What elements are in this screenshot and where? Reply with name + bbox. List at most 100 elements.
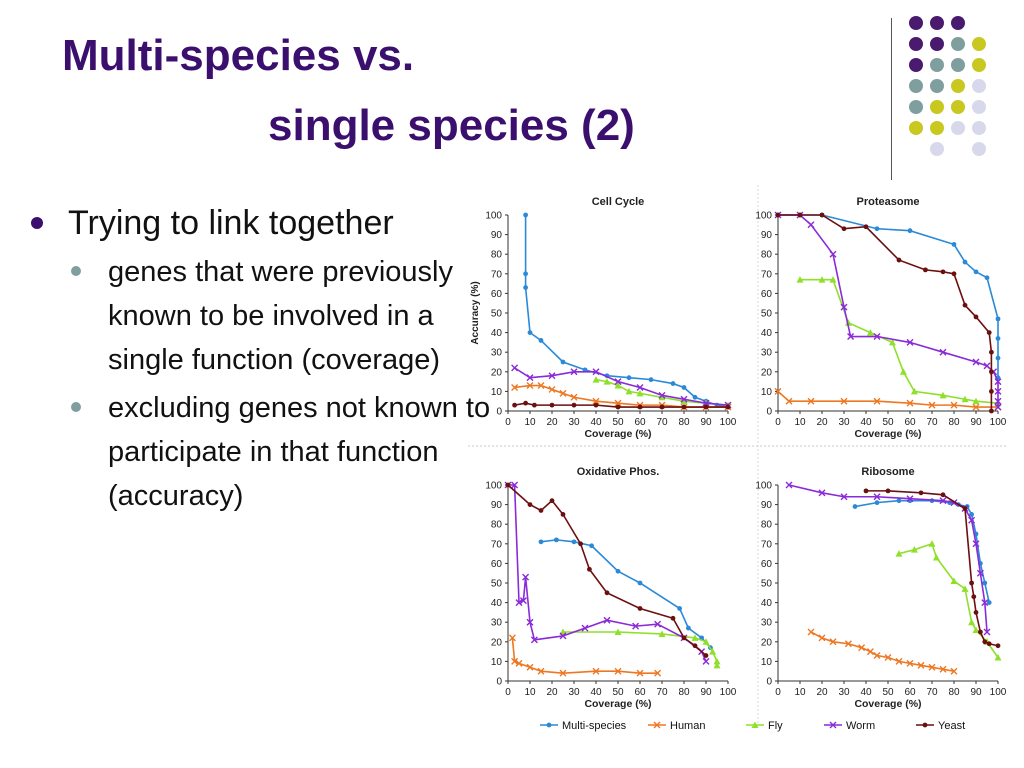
data-point [519, 597, 527, 605]
legend-label: Human [670, 720, 705, 732]
data-point [910, 387, 918, 395]
data-point [906, 399, 914, 407]
data-point [994, 397, 1002, 405]
slide-title-line2: single species (2) [268, 101, 635, 150]
series-yeast [775, 212, 994, 414]
x-tick-label: 60 [634, 687, 646, 698]
x-tick-label: 40 [860, 417, 872, 428]
y-tick-label: 100 [755, 211, 772, 222]
data-point [895, 550, 903, 557]
decor-dot [930, 142, 944, 156]
data-point [841, 226, 847, 232]
y-tick-label: 10 [761, 387, 773, 398]
decor-dot [972, 79, 986, 93]
x-tick-label: 20 [816, 417, 828, 428]
series-line [810, 631, 955, 672]
x-tick-label: 20 [546, 417, 558, 428]
data-point [702, 657, 710, 665]
series-multi-species [852, 498, 992, 605]
y-tick-label: 10 [491, 387, 503, 398]
chart-panel: Oxidative Phos. 0 10 20 30 40 50 60 70 80 90 100 0 10… [485, 466, 736, 710]
data-point [818, 276, 826, 283]
data-point [972, 540, 980, 548]
data-point [523, 271, 528, 277]
data-point [570, 393, 578, 401]
legend-entry: Human [648, 720, 705, 732]
data-point [614, 378, 622, 386]
data-point [654, 620, 662, 628]
data-point [989, 369, 994, 375]
data-point [858, 644, 866, 652]
y-tick-label: 0 [766, 407, 772, 418]
data-point [866, 329, 874, 336]
data-point [989, 349, 994, 355]
y-tick-label: 70 [761, 269, 773, 280]
series-worm [504, 481, 710, 665]
bullet-text: Trying to link together [68, 204, 394, 242]
data-point [559, 632, 567, 640]
sub-bullet-dot-icon [71, 402, 81, 412]
data-point [910, 546, 918, 553]
data-point [527, 502, 533, 507]
legend-label: Multi-species [562, 720, 627, 732]
legend-entry: Multi-species [540, 720, 627, 732]
data-point [983, 628, 991, 636]
x-tick-label: 30 [838, 417, 850, 428]
data-point [978, 629, 983, 635]
data-point [973, 610, 979, 615]
y-tick-label: 50 [761, 579, 773, 590]
data-point [994, 653, 1002, 661]
bullet-item: Trying to link together [28, 200, 498, 246]
data-point [895, 657, 903, 665]
decor-dot [951, 58, 965, 72]
data-point [840, 303, 848, 311]
decor-dot [951, 16, 965, 30]
series-multi-species [775, 212, 1001, 381]
data-point [559, 389, 567, 397]
decor-dot [930, 121, 944, 135]
data-point [587, 566, 592, 572]
decor-dot [909, 79, 923, 93]
data-point [844, 640, 852, 648]
data-point [538, 338, 544, 343]
data-point [653, 721, 661, 729]
chart-title: Ribosome [861, 466, 914, 478]
data-point [852, 504, 858, 509]
data-point [702, 638, 710, 645]
decor-dot [909, 100, 923, 114]
data-point [873, 493, 881, 501]
data-point [940, 269, 946, 275]
data-point [603, 378, 611, 385]
series-line [524, 215, 729, 408]
decor-dot [930, 100, 944, 114]
data-point [962, 506, 968, 511]
data-point [508, 634, 516, 642]
data-point [571, 402, 577, 408]
decor-dot [951, 100, 965, 114]
data-point [995, 643, 1001, 649]
chart-title: Proteasome [857, 196, 920, 208]
data-point [785, 481, 793, 489]
series-line [788, 484, 988, 633]
data-point [751, 721, 759, 728]
decor-dot [972, 58, 986, 72]
data-point [951, 242, 957, 247]
data-point [686, 625, 691, 631]
legend-entry: Yeast [916, 720, 965, 732]
x-axis-label: Coverage (%) [854, 428, 921, 440]
data-point [962, 302, 968, 308]
series-human [807, 628, 958, 675]
x-tick-label: 100 [990, 687, 1007, 698]
y-tick-label: 0 [766, 677, 772, 688]
data-point [709, 648, 717, 655]
data-point [863, 488, 869, 494]
data-point [983, 362, 991, 370]
decor-dot [909, 37, 923, 51]
data-point [774, 387, 782, 395]
data-point [995, 355, 1001, 361]
decor-dot [972, 37, 986, 51]
data-point [928, 540, 936, 547]
data-point [515, 659, 523, 667]
data-point [818, 634, 826, 642]
data-point [658, 393, 666, 401]
